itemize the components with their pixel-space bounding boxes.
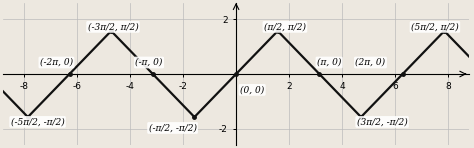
Text: (π/2, π/2): (π/2, π/2): [264, 22, 306, 31]
Text: (-π/2, -π/2): (-π/2, -π/2): [148, 123, 197, 132]
Text: (-5π/2, -π/2): (-5π/2, -π/2): [11, 118, 64, 126]
Text: (2π, 0): (2π, 0): [356, 58, 385, 67]
Text: (-3π/2, π/2): (-3π/2, π/2): [88, 22, 138, 31]
Text: (3π/2, -π/2): (3π/2, -π/2): [357, 118, 408, 126]
Text: (π, 0): (π, 0): [317, 58, 341, 67]
Text: (-2π, 0): (-2π, 0): [40, 58, 73, 67]
Text: (5π/2, π/2): (5π/2, π/2): [411, 22, 459, 31]
Text: (0, 0): (0, 0): [240, 85, 264, 94]
Text: (-π, 0): (-π, 0): [136, 58, 163, 67]
